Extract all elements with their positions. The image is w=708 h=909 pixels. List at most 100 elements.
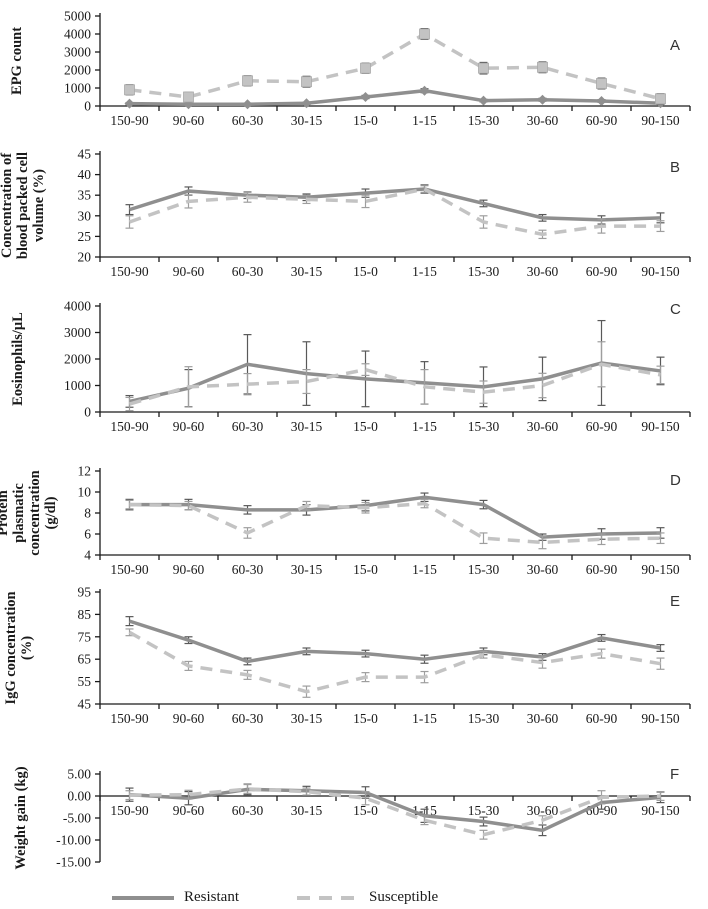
svg-text:30-15: 30-15 [291, 113, 323, 128]
svg-text:15-0: 15-0 [353, 419, 378, 434]
panel-f-weight-gain-chart: -15.00 -10.00 -5.00 0.00 5.00 150-90 90-60 60-3… [13, 766, 691, 870]
svg-text:Concentration of: Concentration of [0, 153, 15, 258]
svg-text:90-150: 90-150 [641, 711, 679, 726]
svg-text:60-30: 60-30 [232, 562, 264, 577]
svg-text:6: 6 [84, 527, 91, 542]
svg-text:45: 45 [78, 147, 92, 162]
svg-text:90-60: 90-60 [173, 113, 205, 128]
panel-e-igg-concentration-chart: 45 55 65 75 85 95 150-90 90-60 60-30 30-15 15-0 1-1… [3, 585, 691, 726]
svg-text:Weight gain (kg): Weight gain (kg) [13, 766, 29, 869]
svg-text:30-60: 30-60 [527, 264, 559, 279]
svg-text:D: D [670, 472, 681, 489]
svg-text:90-60: 90-60 [173, 711, 205, 726]
svg-text:60-30: 60-30 [232, 803, 264, 818]
svg-text:0.00: 0.00 [67, 789, 91, 804]
svg-text:8: 8 [84, 506, 91, 521]
svg-text:1000: 1000 [64, 81, 91, 96]
svg-text:85: 85 [78, 607, 92, 622]
svg-text:15-30: 15-30 [468, 562, 500, 577]
svg-text:10: 10 [78, 485, 92, 500]
svg-text:0: 0 [84, 405, 91, 420]
svg-text:concentration: concentration [27, 470, 43, 555]
svg-text:C: C [670, 301, 681, 318]
svg-text:75: 75 [78, 629, 92, 644]
svg-text:20: 20 [78, 250, 92, 265]
svg-text:4000: 4000 [64, 27, 91, 42]
svg-text:15-30: 15-30 [468, 419, 500, 434]
svg-text:90-60: 90-60 [173, 264, 205, 279]
svg-text:60-30: 60-30 [232, 419, 264, 434]
svg-text:F: F [670, 766, 679, 783]
svg-text:30-60: 30-60 [527, 562, 559, 577]
svg-text:150-90: 150-90 [110, 264, 148, 279]
svg-text:-15.00: -15.00 [56, 855, 91, 870]
svg-text:E: E [670, 593, 680, 610]
svg-text:1-15: 1-15 [412, 264, 437, 279]
svg-text:150-90: 150-90 [110, 419, 148, 434]
svg-text:15-30: 15-30 [468, 803, 500, 818]
svg-text:55: 55 [78, 674, 92, 689]
svg-text:30-60: 30-60 [527, 113, 559, 128]
svg-text:blood packed cell: blood packed cell [15, 152, 31, 259]
svg-text:3000: 3000 [64, 45, 91, 60]
legend-label-resistant: Resistant [184, 889, 239, 905]
svg-text:30-60: 30-60 [527, 711, 559, 726]
svg-text:4: 4 [84, 548, 91, 563]
svg-text:EPG count: EPG count [9, 27, 25, 95]
svg-text:2000: 2000 [64, 63, 91, 78]
svg-text:plasmatic: plasmatic [11, 483, 27, 543]
svg-text:B: B [670, 159, 680, 176]
svg-text:90-60: 90-60 [173, 562, 205, 577]
svg-text:90-150: 90-150 [641, 419, 679, 434]
svg-text:90-150: 90-150 [641, 113, 679, 128]
svg-text:15-0: 15-0 [353, 803, 378, 818]
chart-legend: Resistant Susceptible [112, 889, 708, 906]
svg-text:3000: 3000 [64, 325, 91, 340]
svg-text:1-15: 1-15 [412, 711, 437, 726]
svg-text:12: 12 [78, 464, 92, 479]
svg-text:15-30: 15-30 [468, 264, 500, 279]
svg-text:30-60: 30-60 [527, 803, 559, 818]
svg-text:90-150: 90-150 [641, 803, 679, 818]
panel-b-packed-cell-volume-chart: 20 25 30 35 40 45 150-90 90-60 60-30 30-15 15-0 1-1… [0, 147, 691, 279]
svg-text:150-90: 150-90 [110, 113, 148, 128]
panel-d-protein-concentration-chart: 4 6 8 10 12 150-90 90-60 60-30 30-15 15-0 1-15 15-3… [0, 464, 691, 577]
svg-text:30-60: 30-60 [527, 419, 559, 434]
svg-text:15-0: 15-0 [353, 562, 378, 577]
resistant-line-sample [112, 895, 174, 900]
svg-text:150-90: 150-90 [110, 803, 148, 818]
svg-text:15-30: 15-30 [468, 113, 500, 128]
svg-text:A: A [670, 37, 680, 54]
svg-text:60-30: 60-30 [232, 264, 264, 279]
svg-text:-5.00: -5.00 [63, 811, 91, 826]
svg-text:15-30: 15-30 [468, 711, 500, 726]
svg-text:5.00: 5.00 [67, 767, 91, 782]
svg-text:30-15: 30-15 [291, 803, 323, 818]
svg-text:0: 0 [84, 99, 91, 114]
svg-text:15-0: 15-0 [353, 264, 378, 279]
svg-text:1-15: 1-15 [412, 562, 437, 577]
svg-text:90-150: 90-150 [641, 264, 679, 279]
svg-text:45: 45 [78, 697, 92, 712]
svg-text:volume (%): volume (%) [31, 169, 47, 242]
svg-text:60-90: 60-90 [586, 419, 618, 434]
svg-text:Eosinophils/μL: Eosinophils/μL [10, 312, 26, 406]
svg-text:35: 35 [78, 188, 92, 203]
svg-text:60-90: 60-90 [586, 113, 618, 128]
svg-text:60-90: 60-90 [586, 562, 618, 577]
svg-text:1-15: 1-15 [412, 419, 437, 434]
svg-text:IgG concentration: IgG concentration [3, 591, 19, 704]
svg-text:15-0: 15-0 [353, 711, 378, 726]
svg-text:1-15: 1-15 [412, 113, 437, 128]
svg-text:60-90: 60-90 [586, 711, 618, 726]
panel-c-eosinophils-chart: 0 1000 2000 3000 4000 150-90 90-60 60-30 30-15 15… [10, 299, 691, 434]
svg-text:60-30: 60-30 [232, 113, 264, 128]
svg-text:90-150: 90-150 [641, 562, 679, 577]
svg-text:90-60: 90-60 [173, 803, 205, 818]
svg-text:25: 25 [78, 229, 92, 244]
svg-text:(g/dl): (g/dl) [43, 496, 59, 529]
svg-text:30-15: 30-15 [291, 711, 323, 726]
svg-text:2000: 2000 [64, 352, 91, 367]
svg-text:30-15: 30-15 [291, 562, 323, 577]
